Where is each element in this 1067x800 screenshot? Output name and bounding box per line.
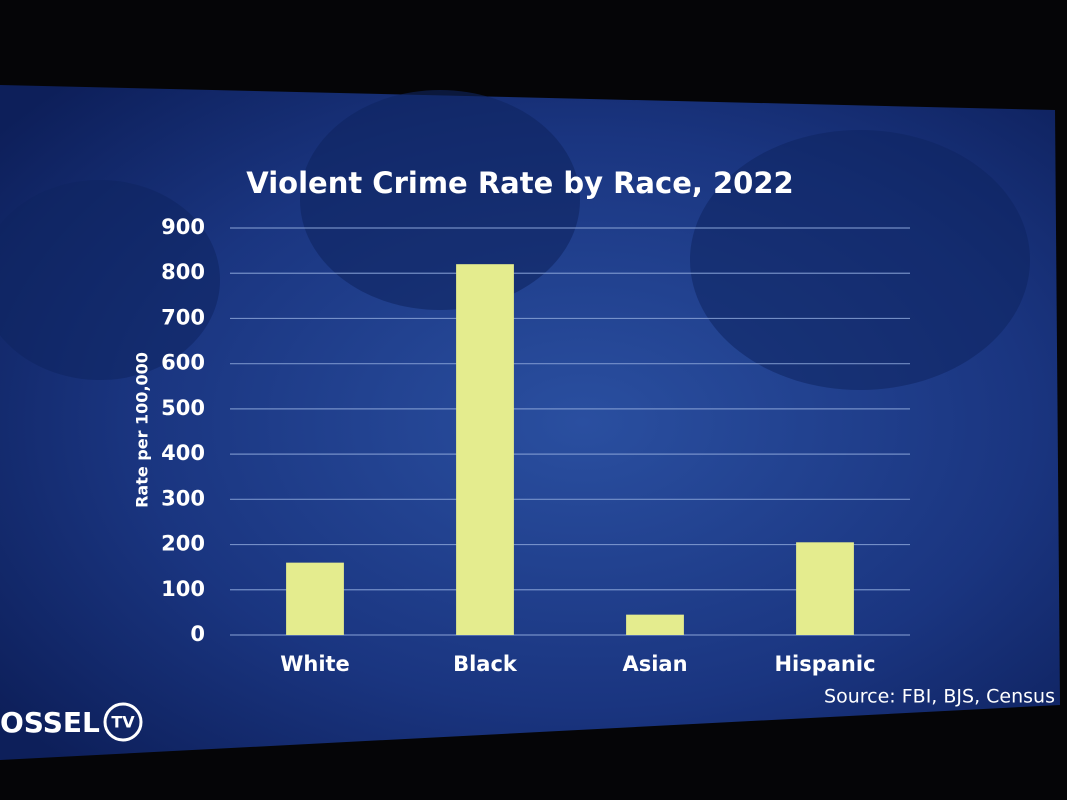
chart-title: Violent Crime Rate by Race, 2022 [246, 166, 793, 200]
x-tick-label: White [280, 652, 350, 676]
source-note: Source: FBI, BJS, Census [824, 686, 1055, 708]
bar [286, 562, 344, 635]
bar [456, 264, 514, 635]
x-tick-label: Hispanic [774, 652, 875, 676]
y-tick-label: 600 [161, 351, 205, 375]
bar [626, 614, 684, 635]
y-tick-label: 300 [161, 486, 205, 510]
background-figure [0, 180, 220, 380]
y-tick-label: 200 [161, 532, 205, 556]
y-tick-label: 400 [161, 441, 205, 465]
y-tick-label: 700 [161, 305, 205, 329]
x-tick-label: Black [453, 652, 518, 676]
y-axis-label: Rate per 100,000 [133, 352, 152, 508]
y-tick-label: 500 [161, 396, 205, 420]
background-figure [690, 130, 1030, 390]
bar [796, 542, 854, 635]
x-tick-label: Asian [622, 652, 687, 676]
y-tick-label: 0 [190, 622, 205, 646]
y-tick-label: 800 [161, 260, 205, 284]
logo-badge-ring [103, 702, 143, 742]
y-tick-label: 100 [161, 577, 205, 601]
logo-badge: TV [111, 713, 135, 732]
logo: OSSEL [0, 706, 100, 739]
background-figure [300, 90, 580, 310]
y-tick-label: 900 [161, 215, 205, 239]
